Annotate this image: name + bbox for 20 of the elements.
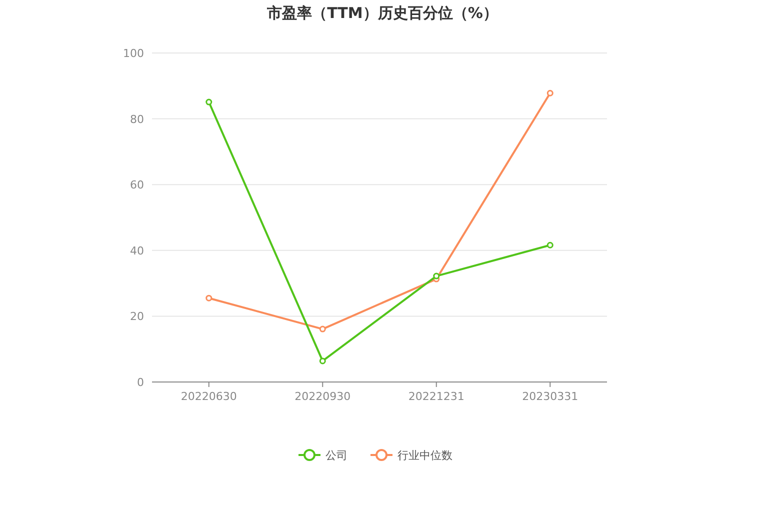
x-tick-label: 20221231 [408,390,464,403]
point [546,90,554,96]
y-tick-label: 0 [137,376,144,389]
chart-title: 市盈率（TTM）历史百分位（%） [266,4,498,22]
point [319,326,326,332]
x-tick-label: 20220630 [180,390,237,403]
point [206,98,212,106]
point [433,272,440,280]
y-tick-label: 100 [123,47,144,60]
y-tick-label: 60 [130,178,144,192]
y-tick-label: 20 [130,310,144,324]
point [546,242,554,248]
y-tick-label: 40 [130,244,144,258]
x-tick-label: 20220930 [294,390,351,403]
y-tick-label: 80 [130,112,144,126]
legend-label: 行业中位数 [398,449,452,462]
legend-label: 公司 [326,449,348,462]
x-tick-label: 20230331 [522,390,578,403]
point [206,294,212,302]
point [319,358,326,364]
